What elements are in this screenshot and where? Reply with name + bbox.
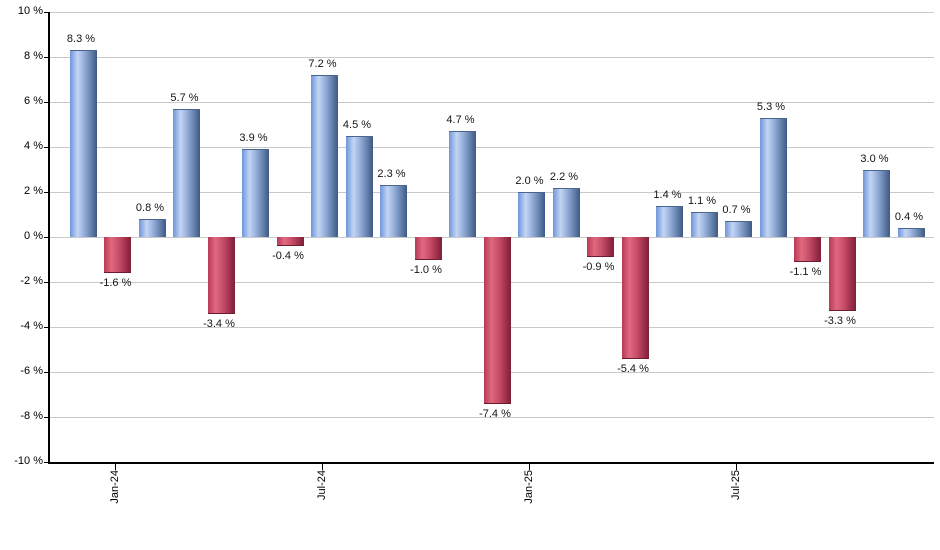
x-axis-tick-label: Jan-25	[522, 470, 535, 504]
x-axis-tick-label: Jan-24	[108, 470, 121, 504]
y-axis-tick	[44, 146, 49, 148]
bar-positive	[725, 221, 752, 237]
x-axis-tick-label: Jul-25	[729, 470, 742, 500]
y-axis-tick-label: 10 %	[17, 5, 43, 17]
bar-value-label: 2.3 %	[377, 168, 406, 181]
y-axis-tick-label: 6 %	[24, 95, 43, 107]
bar-positive	[552, 187, 580, 237]
gridline	[50, 191, 934, 193]
y-axis-tick	[44, 11, 49, 13]
bar-positive	[173, 108, 200, 237]
bar-value-label: 5.3 %	[756, 100, 786, 113]
bar-negative	[587, 237, 614, 258]
x-axis-tick	[529, 464, 530, 470]
bar-value-label: 2.2 %	[549, 170, 579, 183]
y-axis-tick-label: -8 %	[20, 410, 43, 422]
bar-value-label: -1.6 %	[99, 277, 132, 289]
bar-value-label: 2.0 %	[515, 175, 544, 187]
y-axis-tick-label: 8 %	[24, 50, 43, 62]
bar-value-label: 1.1 %	[687, 195, 717, 208]
bar-negative	[794, 237, 821, 262]
gridline	[50, 101, 934, 103]
bar-value-label: -1.1 %	[789, 265, 822, 278]
bar-value-label: 4.5 %	[342, 118, 372, 131]
y-axis-tick	[44, 461, 49, 463]
bar-value-label: -1.0 %	[410, 263, 442, 276]
bar-positive	[311, 75, 338, 237]
gridline	[50, 416, 934, 418]
bar-value-label: 0.8 %	[135, 202, 165, 214]
y-axis-tick-label: -2 %	[20, 275, 43, 287]
bar-positive	[69, 50, 97, 237]
bar-negative	[414, 237, 442, 260]
bar-value-label: -7.4 %	[479, 407, 511, 420]
bar-positive	[380, 185, 407, 237]
bar-value-label: 0.4 %	[894, 211, 924, 223]
bar-negative	[828, 237, 856, 312]
gridline	[50, 11, 934, 13]
y-axis-tick-label: 4 %	[24, 140, 43, 152]
bar-value-label: -3.3 %	[824, 315, 856, 328]
y-axis-tick	[44, 236, 49, 238]
bar-positive	[138, 219, 166, 237]
bar-value-label: 4.7 %	[446, 114, 475, 127]
bar-positive	[759, 117, 787, 237]
y-axis-tick	[44, 101, 49, 103]
bar-value-label: -5.4 %	[617, 362, 649, 375]
y-axis-tick	[44, 191, 49, 193]
bar-negative	[104, 237, 131, 273]
y-axis-tick-label: -6 %	[20, 365, 43, 377]
bar-positive	[863, 169, 890, 237]
bar-positive	[518, 192, 545, 237]
bar-negative	[621, 237, 649, 359]
plot-area	[48, 11, 934, 464]
bar-positive	[690, 212, 718, 237]
y-axis-tick	[44, 281, 49, 283]
y-axis-tick	[44, 326, 49, 328]
y-axis-tick-label: -10 %	[14, 455, 43, 467]
bar-negative	[276, 237, 304, 246]
bar-positive	[449, 131, 476, 237]
x-axis-tick	[115, 464, 116, 470]
bar-value-label: 0.7 %	[722, 204, 751, 217]
bar-value-label: 3.9 %	[239, 132, 268, 145]
y-axis-tick	[44, 56, 49, 58]
y-axis-tick-label: 0 %	[24, 230, 43, 242]
bar-value-label: -3.4 %	[203, 317, 235, 330]
x-axis-tick-label: Jul-24	[315, 470, 328, 500]
gridline	[50, 146, 934, 148]
bar-value-label: -0.9 %	[582, 261, 615, 274]
bar-positive	[345, 135, 373, 237]
bar-positive	[656, 205, 683, 237]
bar-value-label: 5.7 %	[170, 91, 199, 104]
bar-value-label: 7.2 %	[308, 58, 337, 70]
bar-negative	[207, 237, 235, 314]
bar-value-label: -0.4 %	[272, 250, 304, 262]
bar-negative	[483, 237, 511, 404]
y-axis-tick-label: -4 %	[20, 320, 43, 332]
y-axis-tick-label: 2 %	[24, 185, 43, 197]
bar-value-label: 3.0 %	[860, 152, 889, 165]
y-axis-tick	[44, 371, 49, 373]
x-axis-tick	[322, 464, 323, 470]
gridline	[50, 56, 934, 58]
bar-value-label: 1.4 %	[653, 188, 682, 201]
y-axis-tick	[44, 416, 49, 418]
bar-value-label: 8.3 %	[66, 33, 96, 46]
bar-positive	[242, 149, 269, 237]
x-axis-tick	[736, 464, 737, 470]
bar-positive	[897, 228, 925, 237]
